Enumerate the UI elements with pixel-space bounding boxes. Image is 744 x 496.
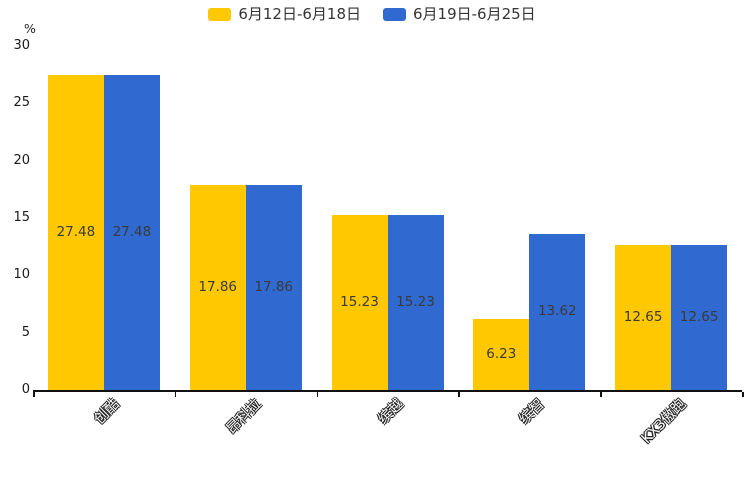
bar-s1-KX3傲跑: 12.65 — [671, 244, 728, 390]
bar-value-label: 17.86 — [198, 278, 238, 295]
x-category-label-KX3傲跑: KX3傲跑 — [639, 396, 690, 447]
legend-item-1[interactable]: 6月19日-6月25日 — [383, 7, 536, 22]
bar-s1-缤智: 13.62 — [529, 233, 586, 390]
x-axis-tick — [458, 392, 460, 397]
bar-value-label: 12.65 — [679, 308, 719, 325]
bar-value-label: 27.48 — [112, 223, 152, 240]
bar-s1-昂科拉: 17.86 — [245, 185, 302, 390]
y-tick-label-10: 10 — [13, 267, 30, 283]
x-axis-tick — [33, 392, 35, 397]
x-axis-tick — [174, 392, 177, 397]
legend-item-0[interactable]: 6月12日-6月18日 — [208, 7, 361, 22]
y-tick-label-0: 0 — [21, 382, 30, 397]
y-tick-label-20: 20 — [13, 152, 30, 168]
y-tick-label-5: 5 — [21, 324, 30, 340]
x-axis-tick — [600, 392, 602, 397]
bar-s0-缤越: 15.23 — [331, 215, 388, 390]
x-category-label-昂科拉: 昂科拉 — [223, 396, 265, 438]
x-axis-tick — [742, 392, 744, 397]
x-axis-line — [33, 390, 742, 392]
bar-value-label: 13.62 — [537, 303, 577, 320]
bar-s0-昂科拉: 17.86 — [189, 185, 246, 390]
y-tick-label-15: 15 — [13, 210, 30, 225]
x-axis-tick — [316, 392, 319, 397]
bar-s0-缤智: 6.23 — [473, 318, 530, 390]
bar-value-label: 27.48 — [56, 223, 96, 240]
bar-s1-创酷: 27.48 — [103, 74, 160, 390]
bar-s0-创酷: 27.48 — [47, 74, 104, 390]
bar-s1-缤越: 15.23 — [387, 215, 444, 390]
x-category-label-创酷: 创酷 — [91, 396, 123, 428]
legend: 6月12日-6月18日 6月19日-6月25日 — [0, 7, 744, 22]
bar-value-label: 12.65 — [623, 308, 663, 325]
bar-value-label: 17.86 — [254, 278, 294, 295]
legend-swatch-icon — [208, 8, 232, 21]
y-tick-label-25: 25 — [13, 95, 30, 111]
bar-value-label: 15.23 — [340, 293, 379, 310]
x-category-label-缤智: 缤智 — [516, 396, 548, 428]
bar-s0-KX3傲跑: 12.65 — [615, 244, 672, 390]
legend-label: 6月19日-6月25日 — [413, 5, 536, 23]
x-category-label-缤越: 缤越 — [374, 396, 407, 428]
bar-value-label: 6.23 — [486, 345, 517, 362]
y-tick-label-30: 30 — [13, 38, 30, 53]
legend-label: 6月12日-6月18日 — [238, 5, 361, 23]
y-axis-unit-label: % — [24, 21, 36, 36]
bar-value-label: 15.23 — [396, 293, 435, 310]
legend-swatch-icon — [383, 8, 406, 21]
